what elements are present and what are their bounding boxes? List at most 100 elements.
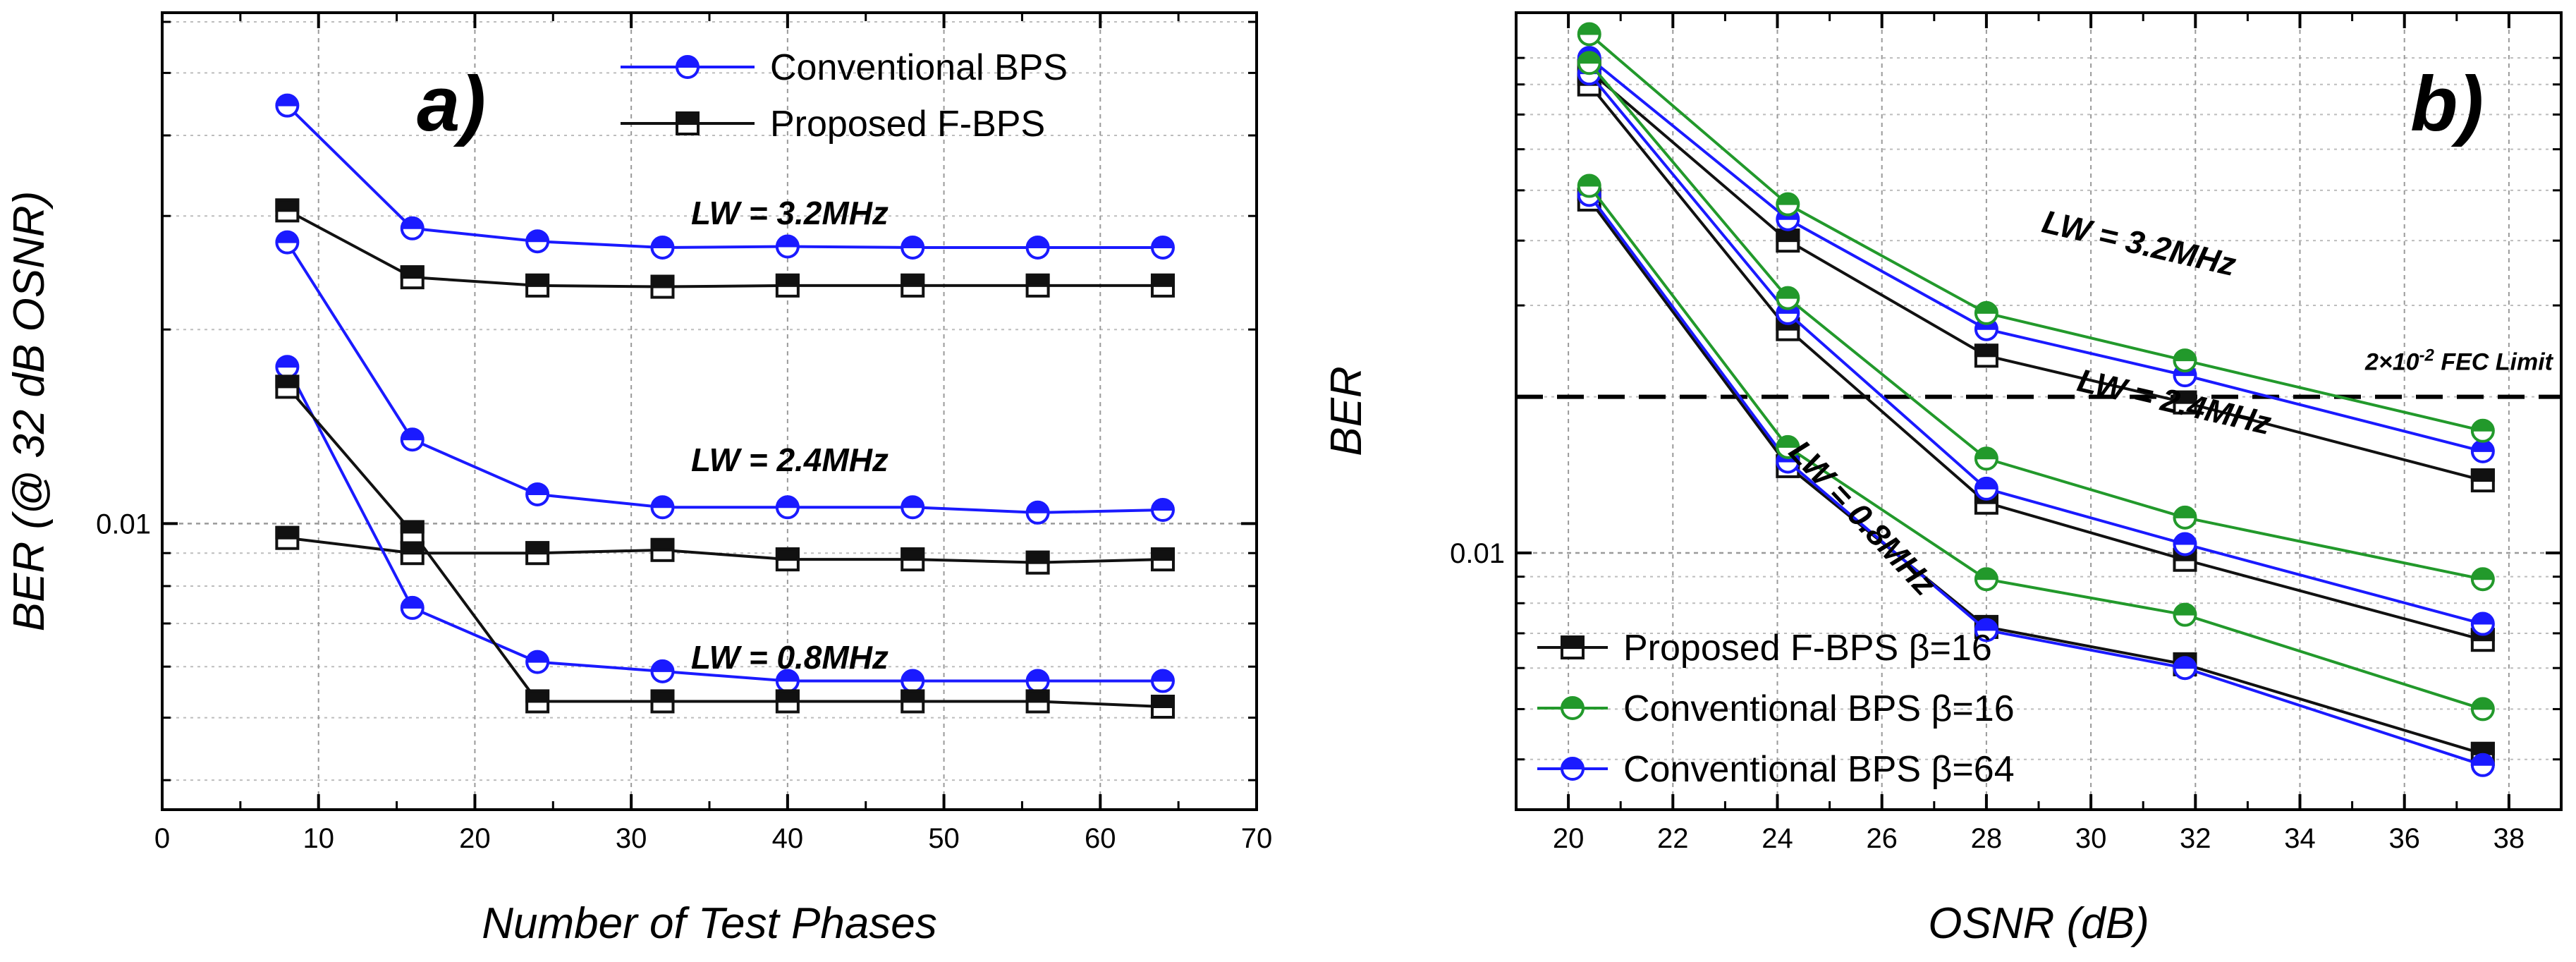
circle-marker-fill <box>276 355 299 368</box>
y-axis-title: BER <box>1322 366 1371 456</box>
circle-marker-fill <box>526 230 549 243</box>
circle-marker-fill <box>2173 532 2197 545</box>
square-marker-fill <box>1025 689 1050 703</box>
circle-marker-fill <box>2471 753 2494 766</box>
series-line <box>286 366 1163 683</box>
circle-marker-fill <box>1974 447 1998 460</box>
circle-marker-fill <box>1151 669 1174 682</box>
circle-marker-fill <box>1151 236 1174 248</box>
circle-marker-fill <box>776 235 799 248</box>
linewidth-annotation: LW = 2.4MHz <box>691 442 889 478</box>
x-axis-title: Number of Test Phases <box>482 899 937 948</box>
x-axis-title: OSNR (dB) <box>1928 899 2149 948</box>
plot-frame <box>161 11 1258 811</box>
circle-marker-fill <box>401 217 424 229</box>
circle-marker-fill <box>776 496 799 509</box>
legend-marker-fill <box>1561 635 1585 649</box>
square-marker-fill <box>1150 695 1175 709</box>
series-line <box>286 104 1163 249</box>
fec-limit-label: 2×10-2 FEC Limit <box>2364 346 2554 376</box>
circle-marker-fill <box>901 669 924 682</box>
circle-marker-fill <box>1974 568 1998 580</box>
circle-marker-fill <box>2173 349 2197 362</box>
legend-label: Conventional BPS β=64 <box>1623 749 2015 790</box>
linewidth-annotation: LW = 3.2MHz <box>2039 203 2239 284</box>
square-marker-fill <box>650 689 675 703</box>
square-marker-fill <box>901 547 925 561</box>
square-marker-fill <box>525 273 550 287</box>
circle-marker-fill <box>1577 23 1601 35</box>
circle-marker-fill <box>1026 236 1049 248</box>
circle-marker-fill <box>2471 419 2494 432</box>
x-tick-label: 70 <box>1241 823 1273 854</box>
x-tick-label: 34 <box>2284 823 2316 854</box>
circle-marker-fill <box>2471 698 2494 710</box>
x-tick-label: 24 <box>1762 823 1793 854</box>
circle-marker-fill <box>2173 603 2197 616</box>
fec-limit-base: 2×10 <box>2364 349 2419 376</box>
circle-marker-fill <box>901 236 924 248</box>
series-line <box>1588 72 2484 626</box>
x-tick-label: 38 <box>2493 823 2525 854</box>
square-marker-fill <box>400 265 425 279</box>
legend-label: Conventional BPS β=16 <box>1623 688 2015 729</box>
square-marker-fill <box>1974 343 1998 358</box>
x-tick-label: 30 <box>616 823 647 854</box>
circle-marker-fill <box>1026 501 1049 513</box>
circle-marker-fill <box>526 483 549 495</box>
circle-marker-fill <box>401 428 424 441</box>
circle-marker-fill <box>2173 506 2197 518</box>
circle-marker-fill <box>1974 301 1998 314</box>
x-tick-label: 0 <box>154 823 170 854</box>
circle-marker-fill <box>901 496 924 509</box>
square-marker-fill <box>2470 741 2495 755</box>
panel-label: a) <box>417 61 486 147</box>
series-line <box>1588 69 2484 482</box>
square-marker-fill <box>1776 229 1800 243</box>
series-line <box>286 386 1164 709</box>
y-tick-label: 0.01 <box>1450 538 1505 569</box>
legend-marker-fill <box>676 56 700 68</box>
plot-frame <box>1515 11 2563 811</box>
circle-marker-fill <box>1026 669 1049 682</box>
series-line <box>286 241 1164 514</box>
circle-marker-fill <box>2471 612 2494 625</box>
legend-marker-fill <box>1561 757 1585 769</box>
circle-marker-fill <box>526 650 549 663</box>
circle-marker-fill <box>1776 286 1800 299</box>
fec-limit-text: FEC Limit <box>2434 349 2554 376</box>
circle-marker-fill <box>1151 499 1174 511</box>
square-marker-fill <box>275 525 300 540</box>
square-marker-fill <box>275 198 300 212</box>
fec-limit-exponent: -2 <box>2419 346 2435 365</box>
circle-marker-fill <box>276 94 299 106</box>
x-tick-label: 10 <box>303 823 334 854</box>
square-marker-fill <box>525 541 550 555</box>
square-marker-fill <box>775 689 800 703</box>
x-tick-label: 32 <box>2180 823 2211 854</box>
circle-marker-fill <box>651 659 674 672</box>
circle-marker-fill <box>401 597 424 609</box>
legend-marker-fill <box>1561 697 1585 709</box>
x-tick-label: 60 <box>1085 823 1116 854</box>
x-tick-label: 22 <box>1657 823 1689 854</box>
circle-marker-fill <box>276 231 299 243</box>
circle-marker-fill <box>1974 477 1998 489</box>
legend-label: Proposed F-BPS β=16 <box>1623 628 1992 669</box>
series-line <box>1588 198 2484 755</box>
series-line <box>287 536 1164 564</box>
linewidth-annotation: LW = 3.2MHz <box>691 195 889 231</box>
x-tick-label: 30 <box>2075 823 2107 854</box>
circle-marker-fill <box>776 669 799 682</box>
y-tick-label: 0.01 <box>96 509 151 540</box>
x-tick-label: 50 <box>928 823 960 854</box>
circle-marker-fill <box>1577 51 1601 64</box>
square-marker-fill <box>650 274 675 288</box>
y-axis-title: BER (@ 32 dB OSNR) <box>5 191 54 632</box>
x-tick-label: 28 <box>1971 823 2003 854</box>
circle-marker-fill <box>1577 174 1601 187</box>
circle-marker-fill <box>1776 193 1800 205</box>
square-marker-fill <box>1150 273 1175 287</box>
circle-marker-fill <box>1974 619 1998 631</box>
